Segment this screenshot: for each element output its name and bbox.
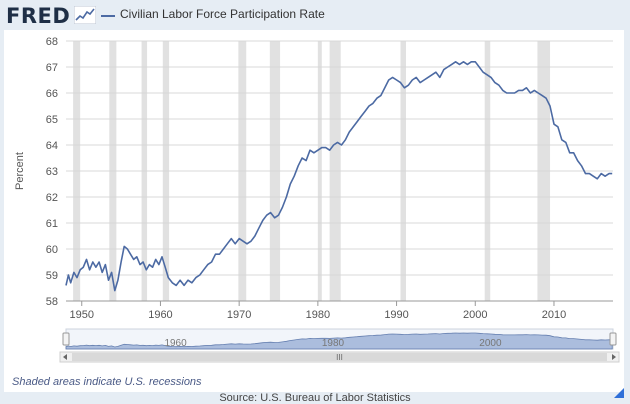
navigator-tick-label: 2000 xyxy=(479,338,502,349)
y-tick-label: 58 xyxy=(46,296,58,308)
x-tick-label: 1990 xyxy=(384,309,408,321)
navigator-tick-label: 1980 xyxy=(322,338,345,349)
recession-note: Shaded areas indicate U.S. recessions xyxy=(12,376,202,388)
x-tick-label: 1950 xyxy=(69,309,93,321)
y-tick-label: 64 xyxy=(46,140,58,152)
scrollbar-thumb[interactable] xyxy=(72,353,607,361)
scroll-right-arrow-icon[interactable] xyxy=(612,354,616,360)
fred-chart-icon xyxy=(74,6,96,24)
x-tick-label: 1980 xyxy=(306,309,330,321)
y-tick-label: 63 xyxy=(46,166,58,178)
chart-title: Civilian Labor Force Participation Rate xyxy=(120,7,325,21)
y-tick-label: 65 xyxy=(46,114,58,126)
navigator-tick-label: 1960 xyxy=(164,338,187,349)
resize-corner-icon xyxy=(614,388,624,398)
x-tick-label: 1970 xyxy=(227,309,251,321)
fred-logo[interactable]: FRED xyxy=(6,4,71,28)
x-tick-label: 1960 xyxy=(148,309,172,321)
y-tick-label: 66 xyxy=(46,88,58,100)
y-tick-label: 67 xyxy=(46,62,58,74)
scrollbar-grip-icon: III xyxy=(336,353,343,362)
y-tick-label: 59 xyxy=(46,270,58,282)
source-note: Source: U.S. Bureau of Labor Statistics xyxy=(219,392,411,404)
x-tick-label: 2000 xyxy=(463,309,487,321)
chart-header: FRED Civilian Labor Force Participation … xyxy=(0,0,630,30)
legend-line-swatch xyxy=(101,15,115,17)
x-tick-label: 2010 xyxy=(542,309,566,321)
y-tick-label: 62 xyxy=(46,192,58,204)
scroll-left-arrow-icon[interactable] xyxy=(63,354,67,360)
y-tick-label: 68 xyxy=(46,36,58,48)
navigator-handle[interactable] xyxy=(609,332,617,346)
navigator-handle[interactable] xyxy=(62,332,70,346)
series-line xyxy=(65,60,613,292)
navigator-series xyxy=(65,332,613,350)
y-tick-label: 61 xyxy=(46,218,58,230)
y-tick-label: 60 xyxy=(46,244,58,256)
y-axis-label: Percent xyxy=(14,152,26,190)
